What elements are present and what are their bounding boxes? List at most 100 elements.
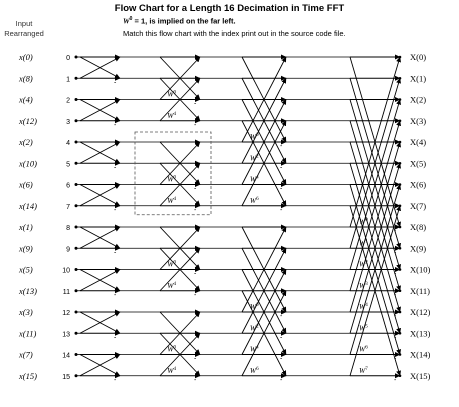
chart-title: Flow Chart for a Length 16 Decimation in… <box>114 3 345 14</box>
minus-sign: - <box>194 207 197 214</box>
twiddle-label: W0 <box>167 260 176 269</box>
input-label: x(14) <box>18 201 37 211</box>
output-node <box>398 119 402 123</box>
twiddle-label: W4 <box>167 366 176 375</box>
butterfly-cross <box>349 141 401 313</box>
output-node <box>398 204 402 208</box>
twiddle-note: W0 = 1, is implied on the far left. <box>123 16 236 26</box>
butterfly-cross <box>241 120 287 207</box>
butterfly-cross <box>241 290 287 377</box>
butterfly-cross <box>349 120 401 292</box>
butterfly-cross <box>349 205 401 377</box>
input-header-line1: Input <box>15 19 33 28</box>
source-note: Match this flow chart with the index pri… <box>123 29 346 38</box>
butterfly-cross <box>159 77 201 122</box>
twiddle-label: W0 <box>167 90 176 99</box>
output-label: X(3) <box>410 116 426 126</box>
minus-sign: - <box>194 292 197 299</box>
twiddle-label: W4 <box>167 111 176 120</box>
butterfly-cross <box>159 311 201 355</box>
output-node <box>398 225 402 229</box>
output-node <box>398 76 402 80</box>
input-index: 4 <box>66 140 70 147</box>
output-label: X(8) <box>410 222 426 232</box>
output-label: X(14) <box>410 350 430 360</box>
minus-sign: - <box>280 164 283 171</box>
minus-sign: - <box>194 122 197 129</box>
minus-sign: - <box>114 207 117 214</box>
input-label: x(0) <box>18 52 33 62</box>
twiddle-label: W2 <box>359 260 368 269</box>
minus-sign: - <box>280 356 283 363</box>
output-label: X(0) <box>410 52 426 62</box>
butterfly-cross <box>241 226 287 313</box>
butterfly-cross <box>79 56 121 79</box>
minus-sign: - <box>280 207 283 214</box>
input-index: 13 <box>62 331 70 338</box>
butterfly-cross <box>79 99 121 122</box>
twiddle-label: W6 <box>250 196 259 205</box>
butterfly-cross <box>349 56 401 228</box>
butterfly-cross <box>159 332 201 377</box>
butterfly-cross <box>349 163 401 334</box>
highlight-box <box>134 131 212 216</box>
output-node <box>398 55 402 59</box>
input-label: x(11) <box>18 328 36 338</box>
input-index: 15 <box>62 374 70 381</box>
butterfly-cross <box>241 99 287 185</box>
butterfly-cross <box>79 311 121 334</box>
output-label: X(4) <box>410 137 426 147</box>
minus-sign: - <box>194 271 197 278</box>
minus-sign: - <box>114 79 117 86</box>
input-index: 14 <box>62 353 70 360</box>
input-label: x(3) <box>18 307 33 317</box>
minus-sign: - <box>194 356 197 363</box>
twiddle-label: W4 <box>250 345 259 354</box>
input-index: 0 <box>66 55 70 62</box>
twiddle-label: W0 <box>167 175 176 184</box>
twiddle-label: W6 <box>359 345 368 354</box>
butterfly-cross <box>79 354 121 377</box>
input-index: 3 <box>66 119 70 126</box>
butterfly-cross <box>349 99 401 270</box>
input-index: 9 <box>66 246 70 253</box>
butterfly-cross <box>79 269 121 292</box>
output-label: X(12) <box>410 307 430 317</box>
twiddle-label: W0 <box>250 302 259 311</box>
butterfly-cross <box>241 56 287 143</box>
minus-sign: - <box>114 249 117 256</box>
output-node <box>398 183 402 186</box>
output-label: X(9) <box>410 243 426 253</box>
twiddle-label: W3 <box>359 281 368 290</box>
input-index: 6 <box>66 183 70 190</box>
output-label: X(2) <box>410 95 426 105</box>
output-node <box>398 331 402 335</box>
butterfly-cross <box>241 78 287 164</box>
butterfly-cross <box>349 184 401 355</box>
twiddle-note-w-exponent: 0 <box>129 16 133 22</box>
minus-sign: - <box>194 377 197 384</box>
butterfly-cross <box>159 141 201 185</box>
minus-sign: - <box>394 377 397 384</box>
butterfly-cross <box>159 226 201 270</box>
output-label: X(6) <box>410 180 426 190</box>
twiddle-label: W4 <box>167 196 176 205</box>
input-label: x(9) <box>18 243 33 253</box>
twiddle-label: W7 <box>359 366 368 375</box>
minus-sign: - <box>280 377 283 384</box>
output-label: X(15) <box>410 371 430 381</box>
output-label: X(1) <box>410 73 426 83</box>
minus-sign: - <box>114 122 117 129</box>
twiddle-note-text: = 1, is implied on the far left. <box>132 16 236 26</box>
butterfly-cross <box>79 184 121 207</box>
output-label: X(7) <box>410 201 426 211</box>
minus-sign: - <box>114 377 117 384</box>
input-label: x(5) <box>18 265 33 275</box>
output-node <box>398 310 402 314</box>
butterfly-cross <box>79 141 121 164</box>
minus-sign: - <box>194 186 197 193</box>
minus-sign: - <box>280 313 283 320</box>
input-label: x(2) <box>18 137 33 147</box>
minus-sign: - <box>194 101 197 108</box>
input-label: x(8) <box>18 73 33 83</box>
